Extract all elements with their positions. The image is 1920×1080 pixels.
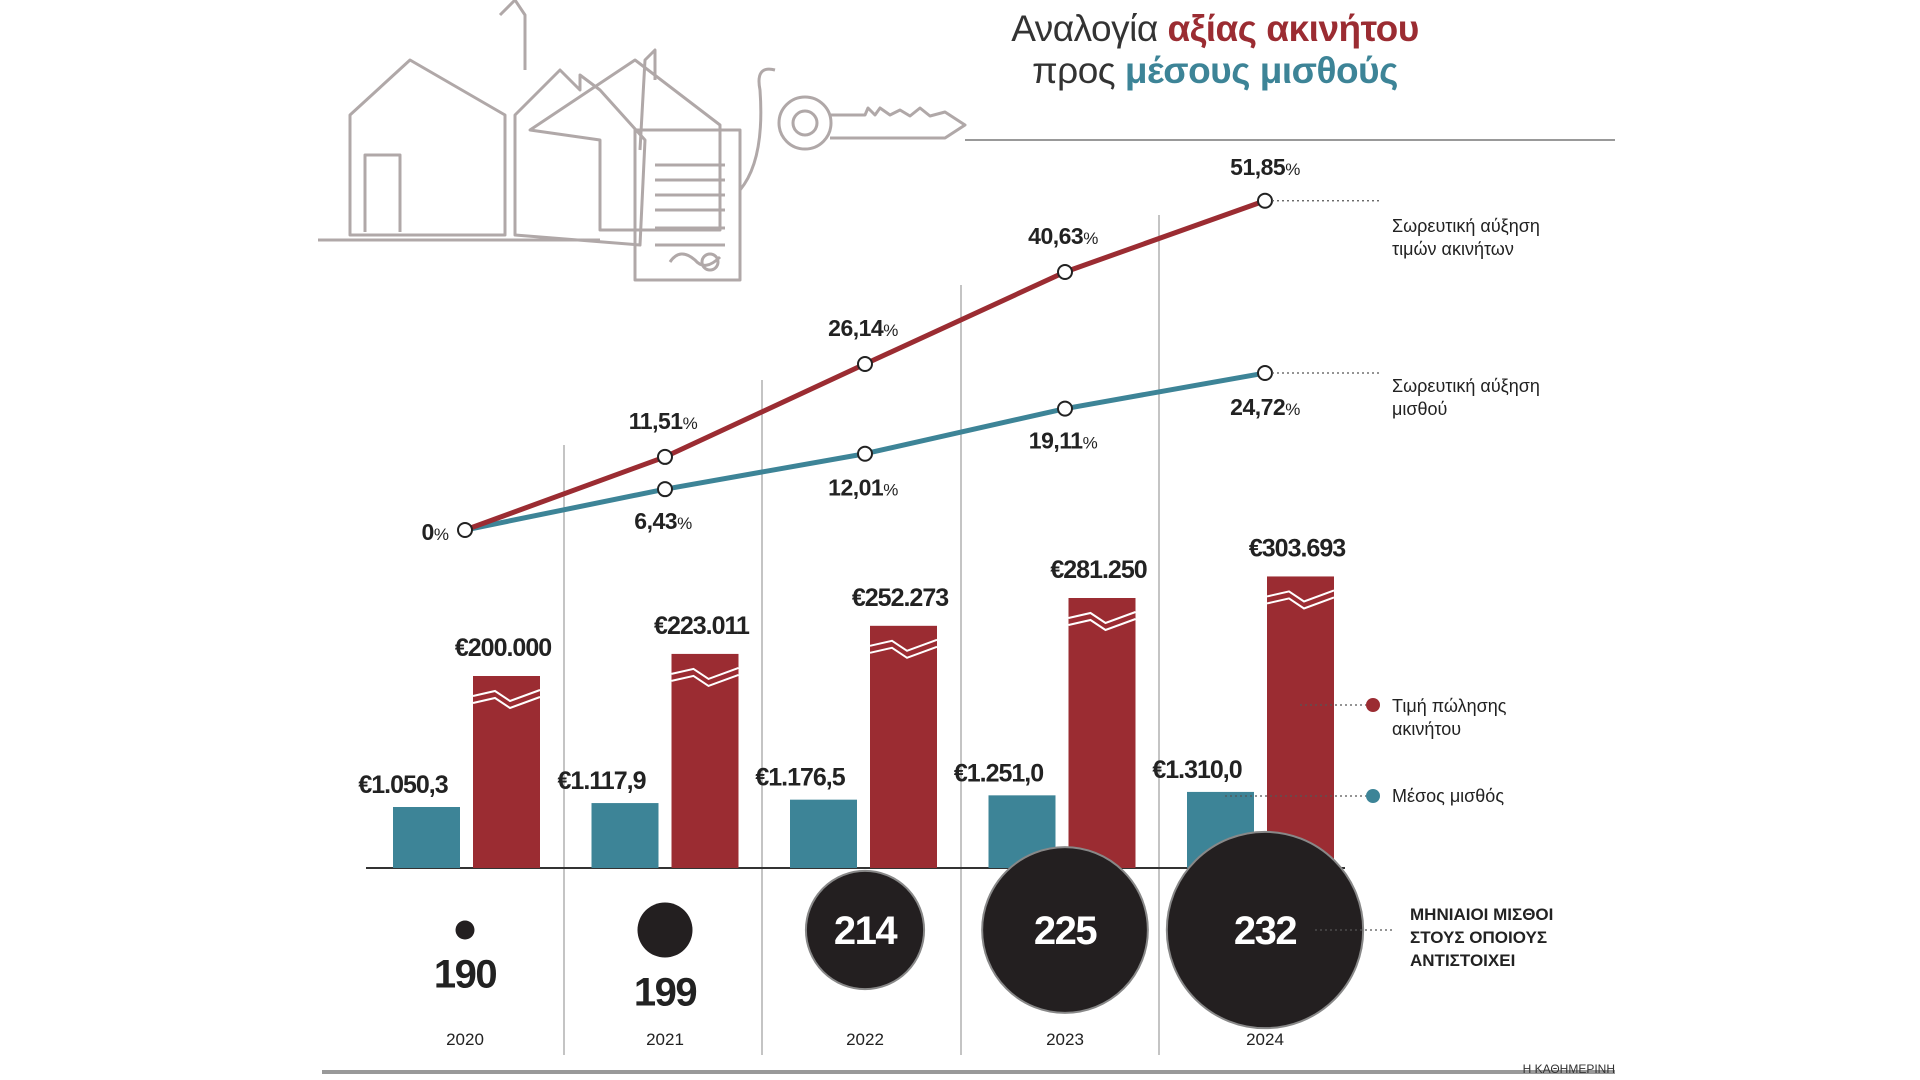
legend-bubbles-line-2: ΣΤΟΥΣ ΟΠΟΙΟΥΣ [1410,928,1547,947]
bar-break-mark [1266,596,1335,610]
label-property-growth-2021: 11,51% [629,408,698,434]
bar-salary-2020 [393,807,460,868]
label-property-growth-2024: 51,85% [1230,154,1300,180]
year-label-2020: 2020 [446,1030,484,1049]
label-property-2020: €200.000 [455,634,551,662]
label-property-2023: €281.250 [1050,556,1146,584]
bars: €1.050,3 €200.000 €1.117,9 €223.011 €1.176,5… [358,534,1346,868]
year-label-2023: 2023 [1046,1030,1084,1049]
bar-break-mark [1068,611,1136,625]
point-property-2023 [1057,263,1073,280]
bar-break-mark [1068,618,1136,632]
bar-property-2024 [1267,576,1334,868]
bar-property-2021 [671,653,739,868]
legend-line-salary-line-1: Σωρευτική αύξηση [1392,376,1540,396]
bubble-value-2020: 190 [434,952,496,996]
bubble-2023 [981,846,1149,1014]
label-salary-growth-2024: 24,72% [1230,394,1300,420]
title-line-1-highlight: αξίας ακινήτου [1167,8,1420,49]
label-salary-2020: €1.050,3 [358,771,447,799]
source-credit: Η ΚΑΘΗΜΕΡΙΝΗ [1523,1062,1615,1076]
year-label-2022: 2022 [846,1030,884,1049]
point-property-2020 [457,522,473,538]
year-label-2024: 2024 [1246,1030,1284,1049]
legend-salary-marker [1366,789,1380,803]
label-salary-2021: €1.117,9 [558,767,646,795]
bar-salary-2021 [591,803,659,868]
legend-line-salary-line-2: μισθού [1392,399,1447,419]
label-salary-2022: €1.176,5 [755,764,845,792]
title-line-2: προς μέσους μισθούς [950,50,1480,92]
label-salary-growth-2022: 12,01% [828,475,898,501]
bubble-2024 [1165,830,1365,1030]
bubble-value-2022: 214 [834,909,898,953]
legend-line-property-line-2: τιμών ακινήτων [1392,239,1514,259]
legend-line-property-line-1: Σωρευτική αύξηση [1392,216,1540,236]
point-salary-2023 [1057,400,1073,417]
bar-salary-2022 [790,799,857,868]
lines: 0% 11,51% 26,14% 40,63% 51,85% 6,43% 12,01% 19,… [422,154,1301,545]
label-salary-growth-2023: 19,11% [1029,428,1098,454]
title-line-1-plain: Αναλογία [1011,8,1168,49]
legend-property-marker [1366,698,1380,712]
legend-bar-salary-line-1: Μέσος μισθός [1392,786,1504,806]
label-property-growth-2020: 0% [422,519,449,545]
legend-bar-property-line-2: ακινήτου [1392,719,1461,739]
label-property-growth-2022: 26,14% [828,315,898,341]
point-salary-2021 [657,481,673,498]
bar-property-2020 [473,676,540,868]
label-property-growth-2023: 40,63% [1028,223,1098,249]
bubble-value-2021: 199 [634,971,696,1015]
title-line-2-highlight: μέσους μισθούς [1124,50,1398,91]
year-label-2021: 2021 [646,1030,684,1049]
label-property-2022: €252.273 [852,584,948,612]
label-property-2021: €223.011 [654,612,750,640]
legend-bubbles-line-1: ΜΗΝΙΑΙΟΙ ΜΙΣΘΟΙ [1410,905,1553,924]
bubble-value-2023: 225 [1034,909,1097,953]
bar-break-mark [472,696,541,710]
houses-sketch-icon [318,0,1615,282]
label-property-2024: €303.693 [1249,534,1345,562]
title-line-1: Αναλογία αξίας ακινήτου [950,8,1480,50]
bar-break-mark [1266,589,1335,603]
point-property-2024 [1257,192,1273,209]
bar-break-mark [671,666,739,681]
label-salary-2024: €1.310,0 [1152,756,1241,784]
point-salary-2022 [857,445,873,462]
bar-break-mark [472,689,541,703]
title-line-2-plain: προς [1032,50,1125,91]
legend-bubbles-line-3: ΑΝΤΙΣΤΟΙΧΕΙ [1410,951,1515,970]
bar-property-2022 [870,625,937,868]
bubbles: 190 2020 199 2021 214 2022 225 2023 232 2024 [434,830,1365,1049]
bubble-2021 [637,902,693,958]
bar-property-2023 [1068,598,1136,868]
point-property-2022 [857,356,873,373]
bar-break-mark [869,645,938,659]
point-salary-2024 [1257,365,1273,382]
bubble-2022 [804,869,926,991]
bubble-2020 [455,920,475,940]
legend-bar-property-line-1: Τιμή πώλησης [1392,696,1507,716]
bar-break-mark [869,638,938,652]
label-salary-growth-2021: 6,43% [634,508,692,534]
legend: Σωρευτική αύξηση τιμών ακινήτων Σωρευτική … [1225,200,1553,970]
bubble-value-2024: 232 [1234,909,1296,953]
point-property-2021 [657,448,673,465]
label-salary-2023: €1.251,0 [954,759,1043,787]
bar-break-mark [671,673,739,688]
